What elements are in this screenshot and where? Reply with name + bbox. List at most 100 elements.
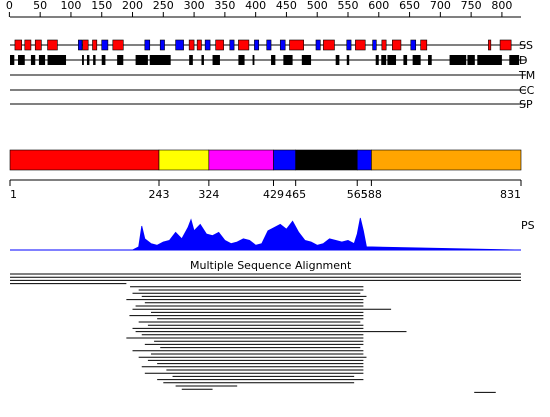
domain xyxy=(9,149,160,171)
ss-element xyxy=(92,39,98,51)
ss-element xyxy=(238,39,250,51)
ruler-tick-label: 750 xyxy=(461,0,482,12)
domain-boundary-label: 1 xyxy=(10,188,17,201)
disorder-region xyxy=(375,55,379,65)
ps-label: PS xyxy=(521,219,535,232)
ruler-tick-label: 250 xyxy=(153,0,174,12)
ss-element xyxy=(47,39,58,51)
ss-element xyxy=(381,39,387,51)
ss-element xyxy=(112,39,124,51)
msa-title: Multiple Sequence Alignment xyxy=(190,259,352,272)
ss-element xyxy=(392,39,402,51)
ss-element xyxy=(289,39,304,51)
ruler-tick-label: 0 xyxy=(6,0,13,12)
ss-element xyxy=(78,39,83,51)
disorder-region xyxy=(335,55,340,65)
ruler-tick-label: 700 xyxy=(430,0,451,12)
track-label: CC xyxy=(519,84,535,97)
disorder-region xyxy=(271,55,276,65)
disorder-region xyxy=(477,55,502,65)
disorder-region xyxy=(38,55,46,65)
ruler-tick-label: 400 xyxy=(245,0,266,12)
domain-boundary-label: 565 xyxy=(347,188,368,201)
ss-element xyxy=(159,39,165,51)
disorder-region xyxy=(412,55,421,65)
disorder-region xyxy=(238,55,245,65)
disorder-region xyxy=(149,55,171,65)
ruler-tick-label: 800 xyxy=(491,0,512,12)
disorder-region xyxy=(47,55,67,65)
ps-profile xyxy=(10,217,522,251)
disorder-region xyxy=(509,55,520,65)
ss-element xyxy=(266,39,272,51)
ss-element xyxy=(346,39,352,51)
domain xyxy=(273,149,296,171)
domain xyxy=(356,149,372,171)
disorder-region xyxy=(201,55,204,65)
ruler-tick-label: 200 xyxy=(122,0,143,12)
ruler-tick-label: 550 xyxy=(337,0,358,12)
track-label: SS xyxy=(519,39,533,52)
ruler-tick-label: 600 xyxy=(368,0,389,12)
ss-element xyxy=(488,39,492,51)
disorder-region xyxy=(30,55,36,65)
disorder-region xyxy=(18,55,25,65)
ss-element xyxy=(499,39,512,51)
ruler-tick-label: 650 xyxy=(399,0,420,12)
disorder-region xyxy=(82,55,84,65)
domain xyxy=(371,149,522,171)
ss-element xyxy=(82,39,89,51)
disorder-region xyxy=(428,55,432,65)
track-label: SP xyxy=(519,98,533,111)
domain xyxy=(295,149,358,171)
ss-element xyxy=(420,39,428,51)
ss-element xyxy=(315,39,321,51)
disorder-region xyxy=(283,55,293,65)
ruler-tick-label: 50 xyxy=(33,0,47,12)
domain-boundary-label: 324 xyxy=(198,188,219,201)
ss-element xyxy=(101,39,109,51)
ruler-tick-label: 350 xyxy=(214,0,235,12)
ss-element xyxy=(196,39,202,51)
track-label: TM xyxy=(518,69,535,82)
domain-boundary-label: 831 xyxy=(500,188,521,201)
ss-element xyxy=(34,39,42,51)
ss-element xyxy=(14,39,22,51)
domain-boundary-label: 429 xyxy=(263,188,284,201)
domain xyxy=(208,149,274,171)
disorder-region xyxy=(346,55,350,65)
ruler-tick-label: 450 xyxy=(276,0,297,12)
ss-element xyxy=(323,39,335,51)
disorder-region xyxy=(381,55,387,65)
disorder-region xyxy=(93,55,96,65)
domain-boundary-label: 243 xyxy=(148,188,169,201)
disorder-region xyxy=(117,55,124,65)
disorder-region xyxy=(86,55,90,65)
ss-element xyxy=(24,39,32,51)
disorder-region xyxy=(10,55,15,65)
ss-element xyxy=(372,39,377,51)
ruler-tick-label: 300 xyxy=(184,0,205,12)
ss-element xyxy=(144,39,151,51)
ss-element xyxy=(410,39,417,51)
domain-boundary-label: 465 xyxy=(285,188,306,201)
ruler-tick-label: 500 xyxy=(307,0,328,12)
ss-element xyxy=(175,39,184,51)
domain-boundary-label: 588 xyxy=(361,188,382,201)
ss-element xyxy=(279,39,286,51)
disorder-region xyxy=(467,55,475,65)
disorder-region xyxy=(252,55,255,65)
ruler-tick-label: 150 xyxy=(91,0,112,12)
disorder-region xyxy=(403,55,408,65)
disorder-region xyxy=(212,55,220,65)
ss-element xyxy=(204,39,211,51)
disorder-region xyxy=(301,55,312,65)
domain xyxy=(158,149,210,171)
ruler-tick-label: 100 xyxy=(60,0,81,12)
ss-element xyxy=(215,39,224,51)
track-label: D xyxy=(519,54,527,67)
disorder-region xyxy=(135,55,148,65)
disorder-region xyxy=(101,55,106,65)
ss-element xyxy=(188,39,195,51)
